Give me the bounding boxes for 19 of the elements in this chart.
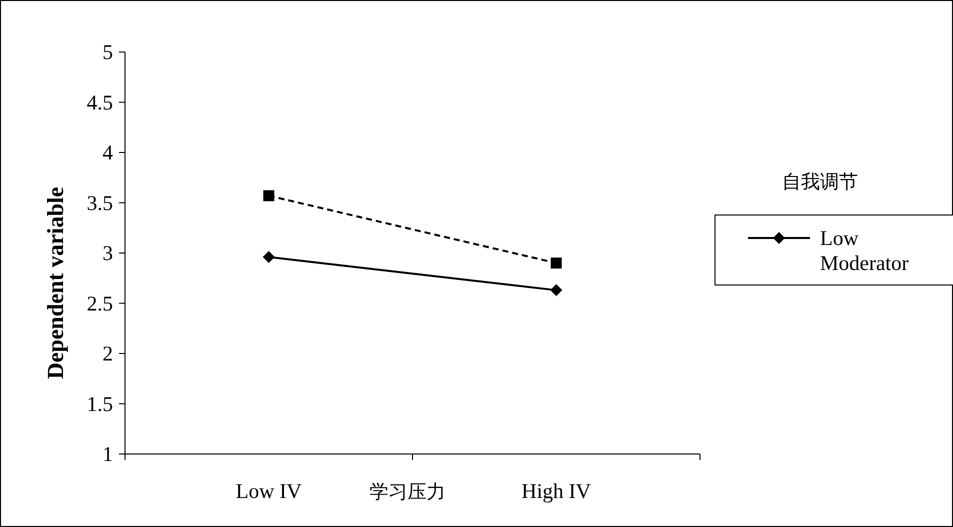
y-tick-label: 1 (102, 442, 113, 466)
y-tick-label: 2 (102, 342, 113, 366)
x-tick-label: High IV (522, 479, 591, 503)
x-axis-title: 学习压力 (370, 481, 446, 503)
y-tick-label: 4 (102, 140, 114, 164)
y-axis-title: Dependent variable (43, 186, 68, 380)
legend-title: 自我调节 (782, 171, 858, 193)
y-tick-label: 2.5 (86, 291, 113, 316)
point (550, 284, 562, 296)
y-tick-label: 1.5 (86, 392, 113, 416)
legend-label: Low Moderator (820, 226, 909, 275)
y-tick-label: 3 (102, 241, 113, 265)
point (550, 258, 562, 269)
y-tick-label: 3.5 (86, 190, 113, 215)
x-tick-label: Low IV (236, 479, 302, 503)
point (262, 251, 275, 264)
point (263, 190, 274, 202)
y-tick-label: 4.5 (86, 90, 113, 114)
y-tick-label: 5 (102, 40, 113, 64)
